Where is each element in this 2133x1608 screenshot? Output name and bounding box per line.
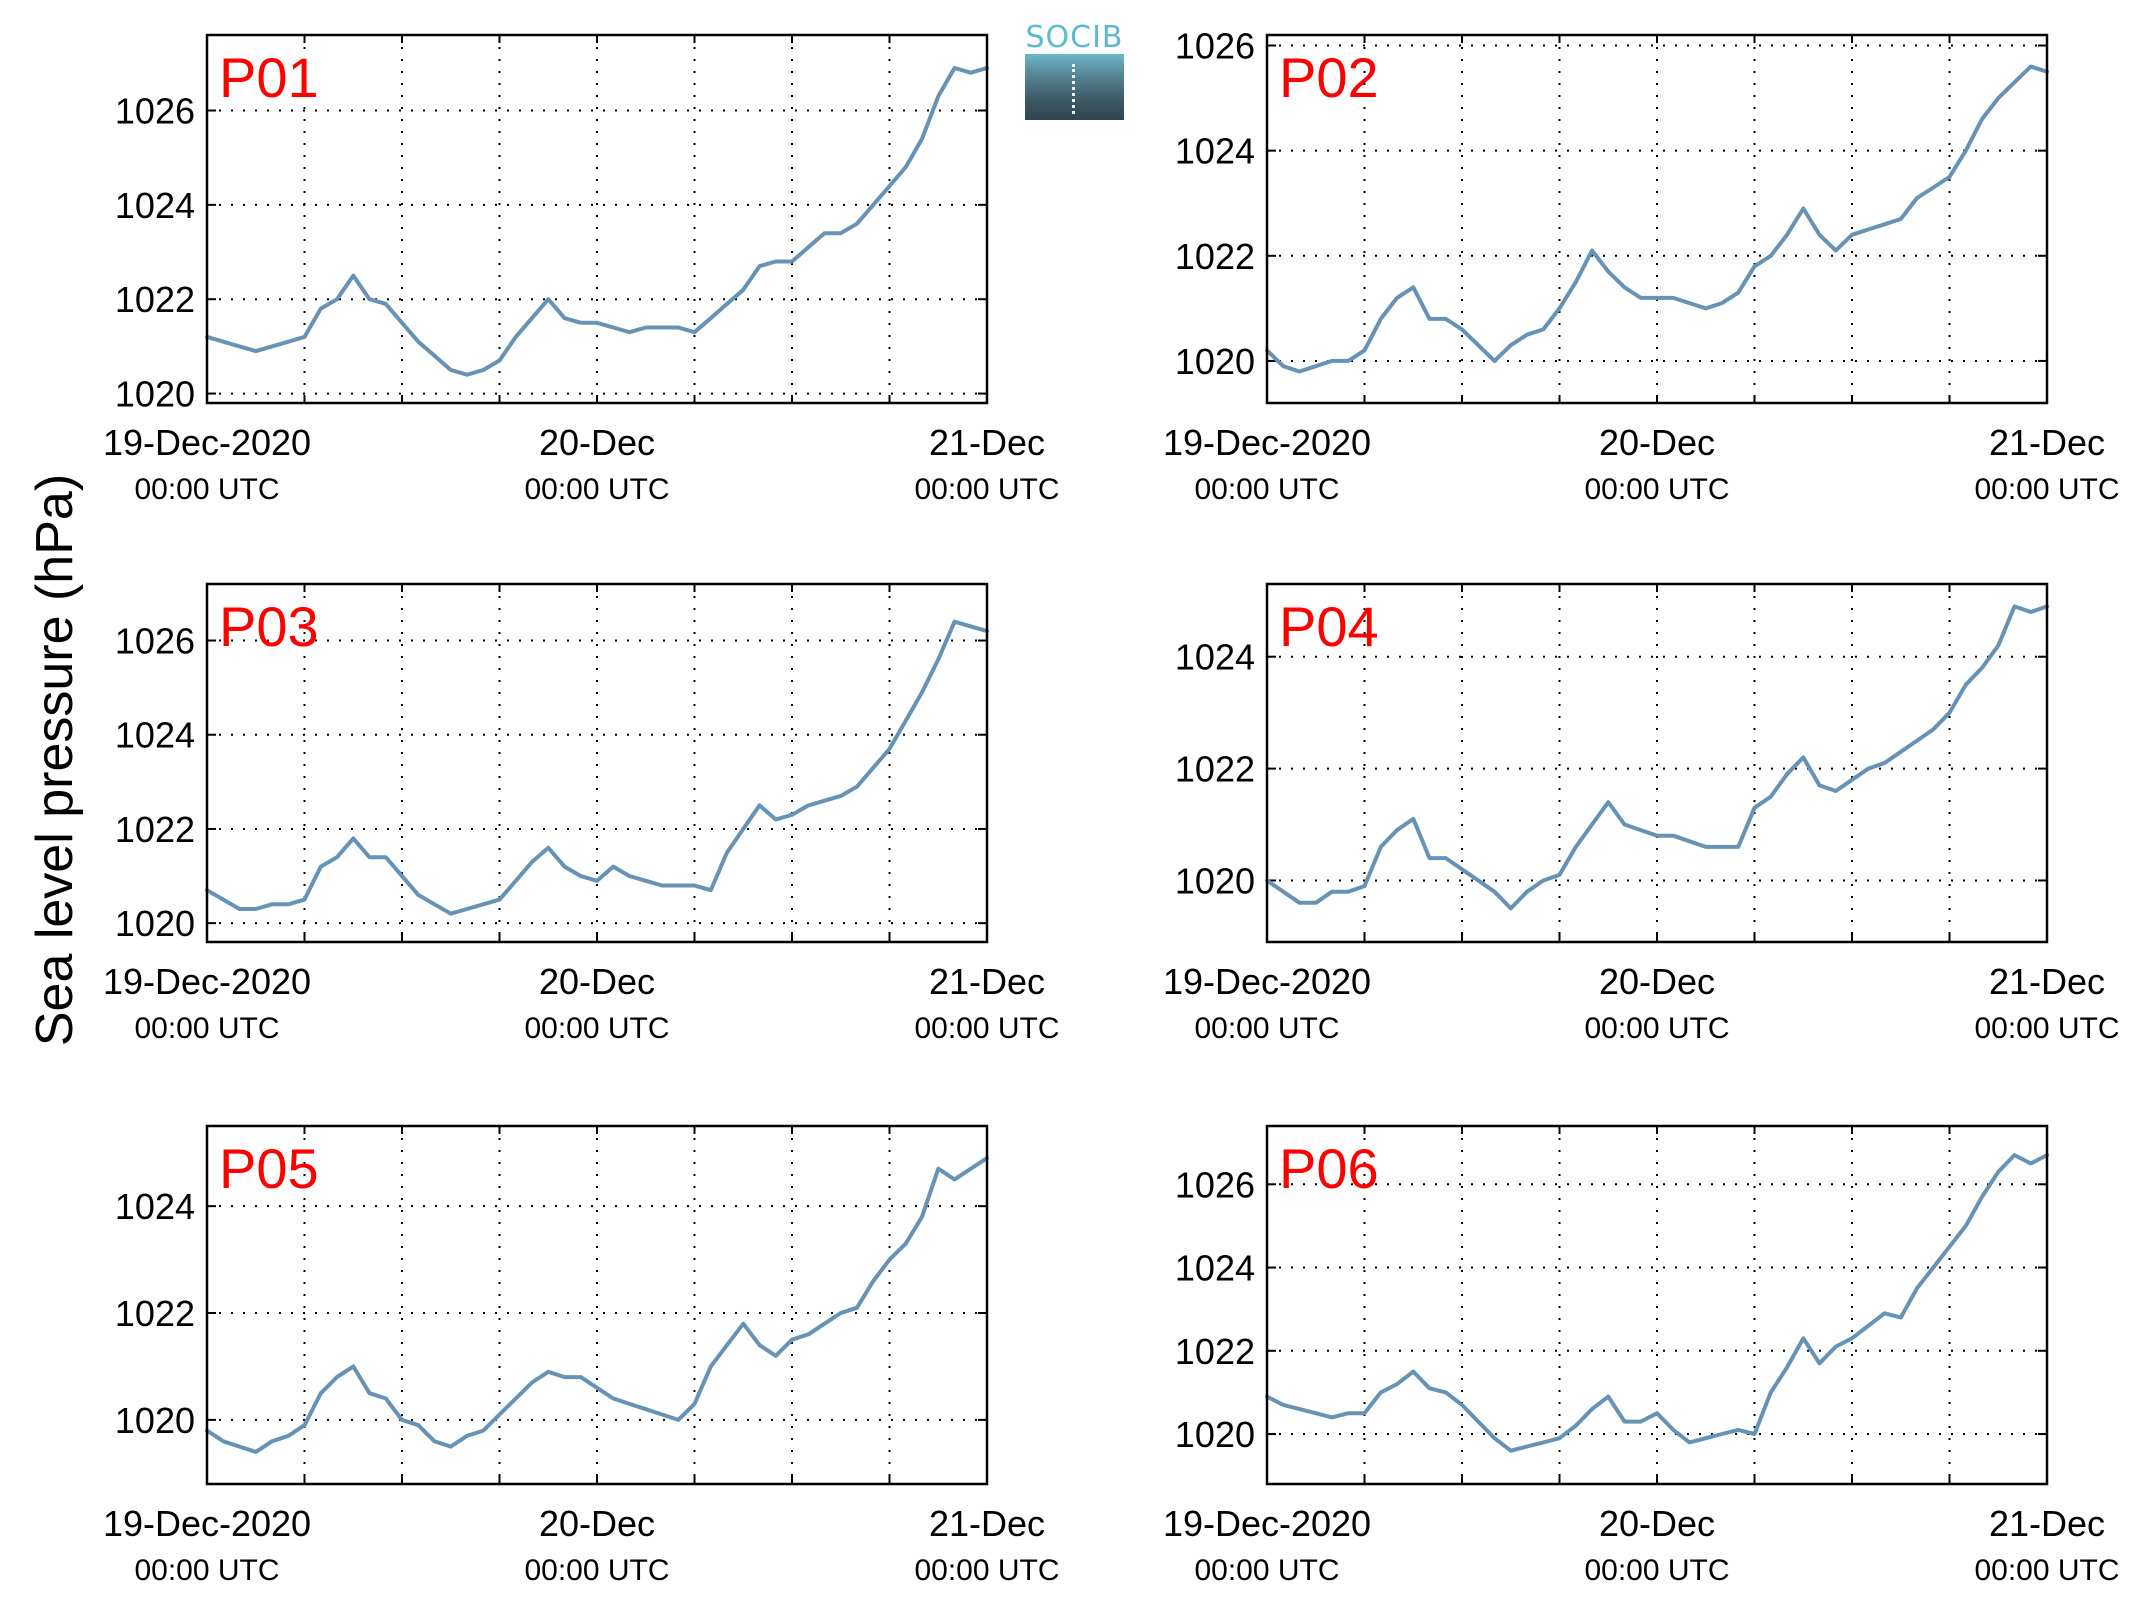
x-tick-sublabel: 00:00 UTC xyxy=(524,1012,669,1045)
panel-label: P02 xyxy=(1279,46,1379,109)
x-tick-sublabel: 00:00 UTC xyxy=(914,1554,1059,1587)
x-tick-sublabel: 00:00 UTC xyxy=(914,1012,1059,1045)
x-tick-sublabel: 00:00 UTC xyxy=(134,1012,279,1045)
y-tick-label: 1022 xyxy=(115,809,195,850)
x-tick-sublabel: 00:00 UTC xyxy=(1974,1554,2119,1587)
x-tick-sublabel: 00:00 UTC xyxy=(1194,473,1339,506)
x-tick-label: 20-Dec xyxy=(539,961,655,1002)
logo-text: SOCIB xyxy=(1025,20,1124,55)
y-tick-label: 1026 xyxy=(1175,1164,1255,1205)
y-tick-label: 1022 xyxy=(115,1293,195,1334)
pressure-series-line xyxy=(205,1156,989,1454)
y-tick-label: 1022 xyxy=(115,279,195,320)
y-tick-label: 1020 xyxy=(115,374,195,415)
y-axis-label-wrapper: Sea level pressure (hPa) xyxy=(0,0,90,1608)
y-tick-label: 1020 xyxy=(1175,1414,1255,1455)
socib-logo: SOCIB xyxy=(1025,20,1124,120)
panel-label: P06 xyxy=(1279,1137,1379,1200)
axes-frame xyxy=(205,33,989,405)
y-axis-label: Sea level pressure (hPa) xyxy=(26,473,84,1047)
panel-p01: 1020 1022 1024 1026 19-Dec-2020 00:00 UTC 20-D… xyxy=(103,33,1060,506)
x-tick-label: 19-Dec-2020 xyxy=(103,961,311,1002)
y-tick-label: 1024 xyxy=(115,1186,195,1227)
x-tick-label: 19-Dec-2020 xyxy=(1163,422,1371,463)
axes-frame xyxy=(1265,33,2049,405)
panel-label: P04 xyxy=(1279,595,1379,658)
x-tick-label: 20-Dec xyxy=(1599,1503,1715,1544)
y-tick-label: 1020 xyxy=(1175,341,1255,382)
y-tick-label: 1022 xyxy=(1175,236,1255,277)
x-tick-sublabel: 00:00 UTC xyxy=(134,1554,279,1587)
axes-frame xyxy=(1265,582,2049,944)
panel-p02: 1020 1022 1024 1026 19-Dec-2020 00:00 UTC 20-D… xyxy=(1163,26,2120,506)
y-tick-label: 1020 xyxy=(115,903,195,944)
x-tick-label: 20-Dec xyxy=(539,422,655,463)
y-tick-label: 1024 xyxy=(1175,131,1255,172)
y-tick-label: 1026 xyxy=(115,90,195,131)
y-tick-label: 1024 xyxy=(115,715,195,756)
x-tick-label: 21-Dec xyxy=(1989,422,2105,463)
panel-p03: 1020 1022 1024 1026 19-Dec-2020 00:00 UTC 20-D… xyxy=(103,582,1060,1045)
y-tick-label: 1026 xyxy=(115,621,195,662)
x-tick-label: 21-Dec xyxy=(1989,961,2105,1002)
x-tick-label: 19-Dec-2020 xyxy=(103,1503,311,1544)
x-tick-label: 19-Dec-2020 xyxy=(1163,961,1371,1002)
x-tick-sublabel: 00:00 UTC xyxy=(1194,1012,1339,1045)
panel-label: P05 xyxy=(219,1137,319,1200)
x-tick-label: 20-Dec xyxy=(1599,961,1715,1002)
x-tick-sublabel: 00:00 UTC xyxy=(1584,1554,1729,1587)
logo-drop-line xyxy=(1072,64,1079,114)
y-tick-label: 1024 xyxy=(115,185,195,226)
y-tick-label: 1020 xyxy=(115,1400,195,1441)
panel-p06: 1020 1022 1024 1026 19-Dec-2020 00:00 UTC 20-D… xyxy=(1163,1124,2120,1587)
y-tick-label: 1022 xyxy=(1175,1331,1255,1372)
panel-label: P01 xyxy=(219,46,319,109)
y-tick-label: 1026 xyxy=(1175,26,1255,67)
x-tick-sublabel: 00:00 UTC xyxy=(1974,1012,2119,1045)
x-tick-sublabel: 00:00 UTC xyxy=(1194,1554,1339,1587)
y-tick-label: 1022 xyxy=(1175,749,1255,790)
x-tick-label: 19-Dec-2020 xyxy=(1163,1503,1371,1544)
x-tick-label: 19-Dec-2020 xyxy=(103,422,311,463)
axes-frame xyxy=(205,582,989,944)
axes-frame xyxy=(1265,1124,2049,1486)
x-tick-label: 21-Dec xyxy=(929,422,1045,463)
pressure-series-line xyxy=(205,619,989,916)
logo-gradient-box xyxy=(1025,54,1124,120)
x-tick-label: 21-Dec xyxy=(929,1503,1045,1544)
x-tick-sublabel: 00:00 UTC xyxy=(1584,1012,1729,1045)
x-tick-label: 20-Dec xyxy=(1599,422,1715,463)
x-tick-sublabel: 00:00 UTC xyxy=(134,473,279,506)
axes-frame xyxy=(205,1124,989,1486)
x-tick-sublabel: 00:00 UTC xyxy=(524,473,669,506)
x-tick-sublabel: 00:00 UTC xyxy=(524,1554,669,1587)
pressure-series-line xyxy=(1265,64,2049,374)
panel-p05: 1020 1022 1024 19-Dec-2020 00:00 UTC 20-Dec 00… xyxy=(103,1124,1060,1587)
x-tick-label: 21-Dec xyxy=(929,961,1045,1002)
panel-label: P03 xyxy=(219,595,319,658)
pressure-series-line xyxy=(1265,1153,2049,1453)
x-tick-sublabel: 00:00 UTC xyxy=(1584,473,1729,506)
pressure-series-line xyxy=(205,66,989,377)
y-tick-label: 1024 xyxy=(1175,637,1255,678)
x-tick-sublabel: 00:00 UTC xyxy=(914,473,1059,506)
pressure-series-line xyxy=(1265,604,2049,911)
y-tick-label: 1020 xyxy=(1175,860,1255,901)
x-tick-label: 20-Dec xyxy=(539,1503,655,1544)
x-tick-sublabel: 00:00 UTC xyxy=(1974,473,2119,506)
x-tick-label: 21-Dec xyxy=(1989,1503,2105,1544)
y-tick-label: 1024 xyxy=(1175,1248,1255,1289)
panel-p04: 1020 1022 1024 19-Dec-2020 00:00 UTC 20-Dec 00… xyxy=(1163,582,2120,1045)
